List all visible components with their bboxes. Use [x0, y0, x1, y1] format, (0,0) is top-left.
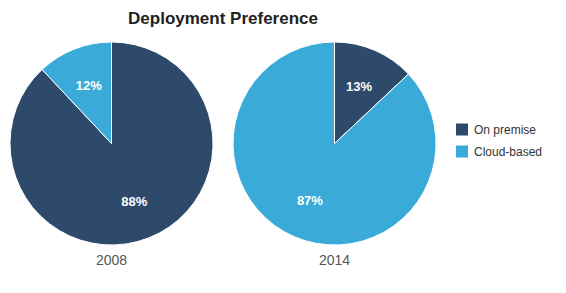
data-label: 12%: [76, 78, 102, 93]
pie-group: 88% 12%: [10, 42, 213, 245]
pie-subtitle: 2014: [319, 252, 350, 268]
legend-item: Cloud-based: [456, 145, 542, 159]
data-label: 88%: [121, 194, 147, 209]
chart-container: Deployment Preference 88% 12% 2008 On premis…: [0, 0, 566, 293]
data-label: 13%: [346, 79, 372, 94]
legend-swatch: [456, 124, 468, 136]
pie-group: 13% 87%: [233, 42, 436, 245]
pie-slice: [233, 42, 436, 245]
legend-item: On premise: [456, 123, 536, 137]
legend: On premise Cloud-based: [456, 123, 542, 159]
data-label: 87%: [297, 193, 323, 208]
legend-swatch: [456, 146, 468, 158]
legend-label: Cloud-based: [474, 145, 542, 159]
legend-label: On premise: [474, 123, 536, 137]
pie-subtitle: 2008: [96, 252, 127, 268]
chart-svg: Deployment Preference 88% 12% 2008 On premis…: [0, 0, 566, 293]
chart-title: Deployment Preference: [128, 9, 318, 28]
pie-slice: [42, 42, 111, 144]
pie-slice: [10, 42, 213, 245]
